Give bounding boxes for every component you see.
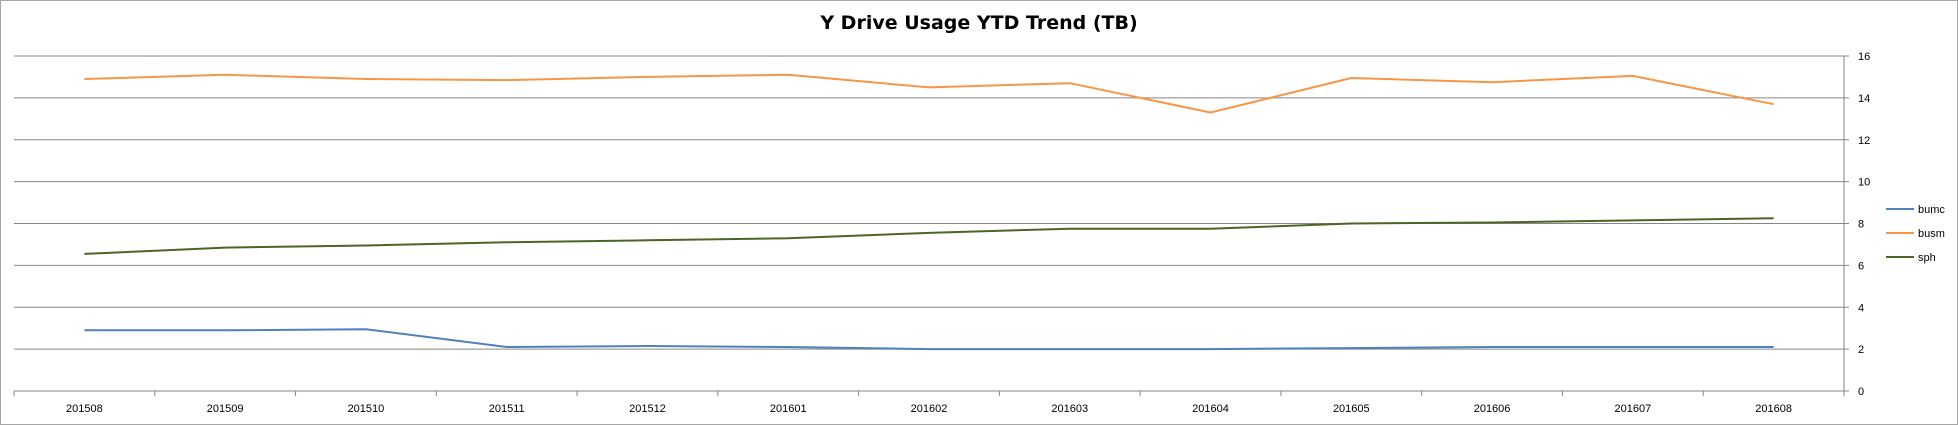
y-tick-label: 2 <box>1858 344 1864 356</box>
x-tick-label: 201508 <box>66 403 103 415</box>
y-axis-tick-labels: 0 2 4 6 8 10 12 14 16 <box>1858 51 1870 398</box>
y-tick-label: 6 <box>1858 260 1864 272</box>
x-tick-label: 201607 <box>1614 403 1651 415</box>
series-lines <box>84 73 1774 351</box>
series-line-busm <box>84 73 1774 114</box>
x-tick-label: 201602 <box>911 403 948 415</box>
y-tick-label: 14 <box>1858 93 1870 105</box>
x-tick-label: 201606 <box>1474 403 1511 415</box>
x-axis-tick-labels: 201508 201509 201510 201511 201512 201601 2016… <box>66 403 1792 415</box>
x-tick-label: 201510 <box>348 403 385 415</box>
y-tick-label: 16 <box>1858 51 1870 63</box>
gridlines <box>14 55 1844 350</box>
chart-title: Y Drive Usage YTD Trend (TB) <box>820 12 1138 34</box>
x-tick-label: 201605 <box>1333 403 1370 415</box>
series-line-sph <box>84 217 1774 255</box>
x-tick-label: 201604 <box>1192 403 1229 415</box>
axes <box>13 55 1849 396</box>
legend-label-sph: sph <box>1918 252 1936 264</box>
y-tick-label: 12 <box>1858 135 1870 147</box>
x-tick-label: 201509 <box>207 403 244 415</box>
x-tick-label: 201601 <box>770 403 807 415</box>
x-tick-label: 201511 <box>489 403 525 415</box>
y-tick-label: 0 <box>1858 386 1864 398</box>
series-line-bumc <box>84 328 1774 351</box>
x-tick-label: 201608 <box>1755 403 1792 415</box>
y-tick-label: 8 <box>1858 219 1864 231</box>
legend-label-bumc: bumc <box>1918 204 1945 216</box>
x-tick-label: 201603 <box>1051 403 1088 415</box>
x-tick-label: 201512 <box>629 403 666 415</box>
legend-label-busm: busm <box>1918 228 1945 240</box>
y-tick-label: 10 <box>1858 177 1870 189</box>
y-tick-label: 4 <box>1858 302 1864 314</box>
legend: bumc busm sph <box>1886 204 1945 264</box>
